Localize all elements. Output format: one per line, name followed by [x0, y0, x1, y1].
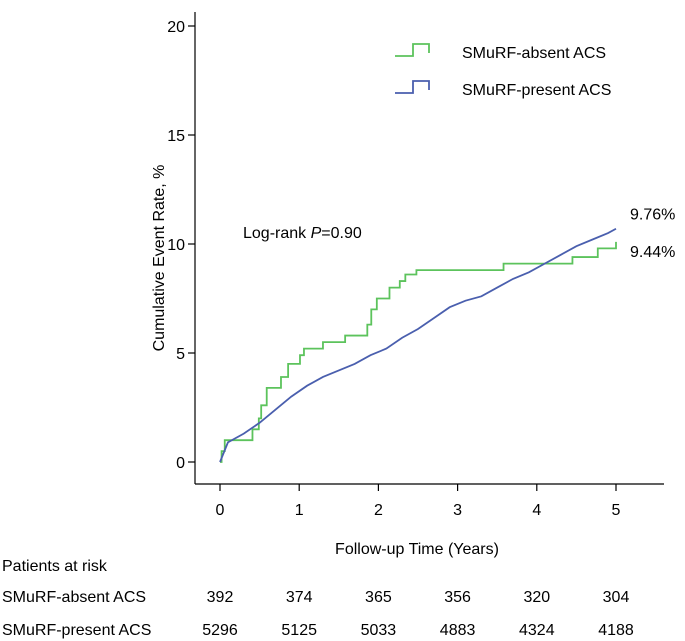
- risk-value: 4324: [519, 622, 555, 639]
- risk-row-label: SMuRF-absent ACS: [2, 589, 146, 606]
- risk-value: 5033: [361, 622, 397, 639]
- legend-swatch-smurf-present: [395, 80, 430, 94]
- series-line-smurf-present: [219, 227, 617, 463]
- risk-table-title: Patients at risk: [2, 558, 108, 575]
- legend: SMuRF-absent ACS SMuRF-present ACS: [395, 43, 611, 99]
- y-axis-ticks: 0 5 10 15 20: [167, 19, 195, 472]
- log-rank-p: P: [311, 225, 322, 242]
- series-layer: [219, 227, 617, 463]
- legend-label-smurf-absent: SMuRF-absent ACS: [462, 45, 606, 62]
- x-axis-title: Follow-up Time (Years): [335, 541, 499, 558]
- risk-value: 392: [207, 589, 234, 606]
- risk-value: 374: [286, 589, 313, 606]
- risk-value: 5296: [202, 622, 238, 639]
- risk-value: 365: [365, 589, 392, 606]
- risk-value: 320: [523, 589, 550, 606]
- y-tick-label: 20: [167, 19, 185, 36]
- log-rank-prefix: Log-rank: [243, 225, 311, 242]
- x-axis-ticks: 0 1 2 3 4 5: [216, 484, 621, 519]
- log-rank-value: =0.90: [321, 225, 362, 242]
- series-line-smurf-absent: [220, 241, 617, 463]
- risk-value: 5125: [281, 622, 317, 639]
- risk-value: 356: [444, 589, 471, 606]
- x-tick-label: 4: [532, 502, 541, 519]
- x-tick-label: 1: [295, 502, 304, 519]
- x-tick-label: 2: [374, 502, 383, 519]
- y-tick-label: 0: [176, 455, 185, 472]
- end-label-smurf-present: 9.76%: [630, 207, 675, 224]
- risk-row-label: SMuRF-present ACS: [2, 622, 151, 639]
- y-axis-title: Cumulative Event Rate, %: [151, 165, 168, 352]
- risk-value: 304: [603, 589, 630, 606]
- legend-label-smurf-present: SMuRF-present ACS: [462, 82, 611, 99]
- legend-swatch-smurf-absent: [395, 43, 430, 57]
- end-labels: 9.44% 9.76%: [630, 207, 675, 261]
- x-tick-label: 3: [453, 502, 462, 519]
- end-label-smurf-absent: 9.44%: [630, 244, 675, 261]
- risk-value: 4883: [440, 622, 476, 639]
- log-rank-annotation: Log-rank P=0.90: [243, 225, 362, 242]
- x-tick-label: 0: [216, 502, 225, 519]
- y-tick-label: 10: [167, 237, 185, 254]
- x-tick-label: 5: [612, 502, 621, 519]
- risk-table: SMuRF-absent ACS 392 374 365 356 320 304 SMuRF-…: [2, 589, 634, 639]
- y-tick-label: 15: [167, 128, 185, 145]
- y-tick-label: 5: [176, 346, 185, 363]
- risk-value: 4188: [598, 622, 634, 639]
